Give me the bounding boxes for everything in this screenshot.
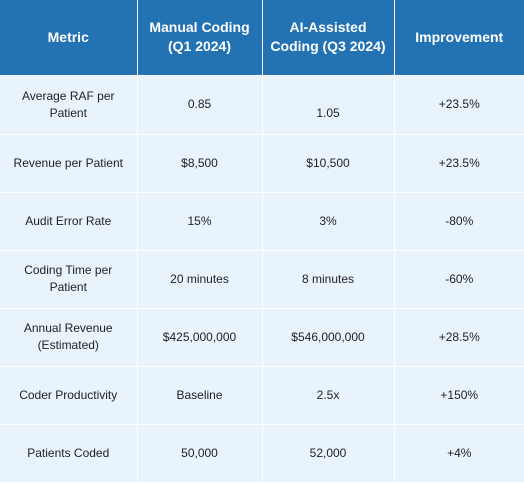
- metric-cell: Annual Revenue (Estimated): [0, 307, 138, 366]
- header-row: Metric Manual Coding (Q1 2024) AI-Assist…: [0, 0, 524, 75]
- table-row: Audit Error Rate 15% 3% -80%: [0, 191, 524, 250]
- improvement-cell: -60%: [394, 249, 524, 308]
- table-row: Patients Coded 50,000 52,000 +4%: [0, 423, 524, 482]
- header-improvement: Improvement: [394, 0, 524, 75]
- table-row: Coding Time per Patient 20 minutes 8 min…: [0, 249, 524, 308]
- table-row: Average RAF per Patient 0.85 1.05 +23.5%: [0, 74, 524, 134]
- ai-value-cell: 52,000: [262, 423, 395, 482]
- manual-value-cell: 15%: [137, 191, 263, 250]
- metric-cell: Coder Productivity: [0, 365, 138, 424]
- improvement-cell: +28.5%: [394, 307, 524, 366]
- manual-value-cell: 0.85: [137, 74, 263, 134]
- metric-cell: Audit Error Rate: [0, 191, 138, 250]
- table-header: Metric Manual Coding (Q1 2024) AI-Assist…: [0, 0, 524, 75]
- manual-value-cell: 50,000: [137, 423, 263, 482]
- table-row: Revenue per Patient $8,500 $10,500 +23.5…: [0, 133, 524, 192]
- metric-cell: Revenue per Patient: [0, 133, 138, 192]
- metric-cell: Patients Coded: [0, 423, 138, 482]
- improvement-cell: +150%: [394, 365, 524, 424]
- manual-value-cell: Baseline: [137, 365, 263, 424]
- ai-value-cell: 2.5x: [262, 365, 395, 424]
- ai-value-cell: 8 minutes: [262, 249, 395, 308]
- header-ai-assisted-coding: AI-Assisted Coding (Q3 2024): [262, 0, 395, 75]
- ai-value-cell: $10,500: [262, 133, 395, 192]
- header-metric: Metric: [0, 0, 138, 75]
- metric-cell: Coding Time per Patient: [0, 249, 138, 308]
- manual-value-cell: $8,500: [137, 133, 263, 192]
- improvement-cell: -80%: [394, 191, 524, 250]
- table-row: Annual Revenue (Estimated) $425,000,000 …: [0, 307, 524, 366]
- table-row: Coder Productivity Baseline 2.5x +150%: [0, 365, 524, 424]
- improvement-cell: +23.5%: [394, 74, 524, 134]
- ai-value-cell: 1.05: [262, 74, 395, 134]
- ai-value-cell: $546,000,000: [262, 307, 395, 366]
- manual-value-cell: $425,000,000: [137, 307, 263, 366]
- table-body: Average RAF per Patient 0.85 1.05 +23.5%…: [0, 74, 524, 482]
- improvement-cell: +4%: [394, 423, 524, 482]
- ai-value-cell: 3%: [262, 191, 395, 250]
- manual-value-cell: 20 minutes: [137, 249, 263, 308]
- metric-cell: Average RAF per Patient: [0, 74, 138, 134]
- header-manual-coding: Manual Coding (Q1 2024): [137, 0, 263, 75]
- improvement-cell: +23.5%: [394, 133, 524, 192]
